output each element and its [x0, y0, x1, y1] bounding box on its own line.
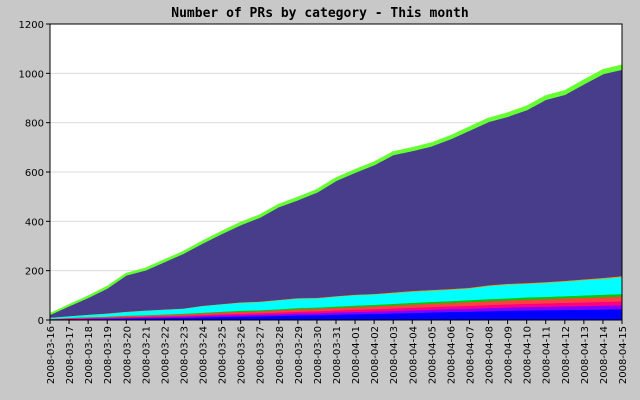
x-tick-label: 2008-04-02: [370, 326, 381, 384]
x-tick-label: 2008-03-22: [160, 326, 171, 384]
x-tick-label: 2008-03-30: [313, 326, 324, 384]
x-tick-label: 2008-03-18: [84, 326, 95, 384]
y-tick-label: 200: [25, 267, 44, 278]
y-tick-label: 400: [25, 217, 44, 228]
y-tick-label: 800: [25, 119, 44, 130]
y-tick-label: 0: [38, 316, 44, 327]
x-tick-label: 2008-04-13: [580, 326, 591, 384]
x-tick-label: 2008-03-16: [46, 326, 57, 384]
x-tick-labels: 2008-03-16 2008-03-17 2008-03-18 2008-03-19…: [46, 320, 629, 384]
x-tick-label: 2008-03-19: [103, 326, 114, 384]
x-tick-label: 2008-04-09: [504, 326, 515, 384]
x-tick-label: 2008-03-20: [122, 326, 133, 384]
y-tick-labels: 0 200 400 600 800 1000 1200: [19, 20, 50, 327]
y-tick-label: 1000: [19, 69, 44, 80]
y-tick-label: 600: [25, 168, 44, 179]
x-tick-label: 2008-03-27: [256, 326, 267, 384]
x-tick-label: 2008-04-03: [389, 326, 400, 384]
x-tick-label: 2008-04-06: [446, 326, 457, 384]
x-tick-label: 2008-04-10: [523, 326, 534, 384]
x-tick-label: 2008-03-26: [237, 326, 248, 384]
x-tick-label: 2008-03-28: [275, 326, 286, 384]
x-tick-label: 2008-03-24: [199, 326, 210, 384]
x-tick-label: 2008-04-07: [465, 326, 476, 384]
x-tick-label: 2008-04-12: [561, 326, 572, 384]
x-tick-label: 2008-04-05: [427, 326, 438, 384]
x-tick-label: 2008-03-21: [141, 326, 152, 384]
x-tick-label: 2008-03-17: [65, 326, 76, 384]
x-tick-label: 2008-03-29: [294, 326, 305, 384]
chart-title: Number of PRs by category - This month: [171, 6, 468, 21]
y-tick-label: 1200: [19, 20, 44, 31]
x-tick-label: 2008-04-14: [599, 326, 610, 384]
x-tick-label: 2008-04-15: [618, 326, 629, 384]
x-tick-label: 2008-03-25: [218, 326, 229, 384]
x-tick-label: 2008-04-11: [542, 326, 553, 384]
x-tick-label: 2008-04-08: [485, 326, 496, 384]
x-tick-label: 2008-03-31: [332, 326, 343, 384]
x-tick-label: 2008-04-01: [351, 326, 362, 384]
x-tick-label: 2008-03-23: [179, 326, 190, 384]
x-tick-label: 2008-04-04: [408, 326, 419, 384]
